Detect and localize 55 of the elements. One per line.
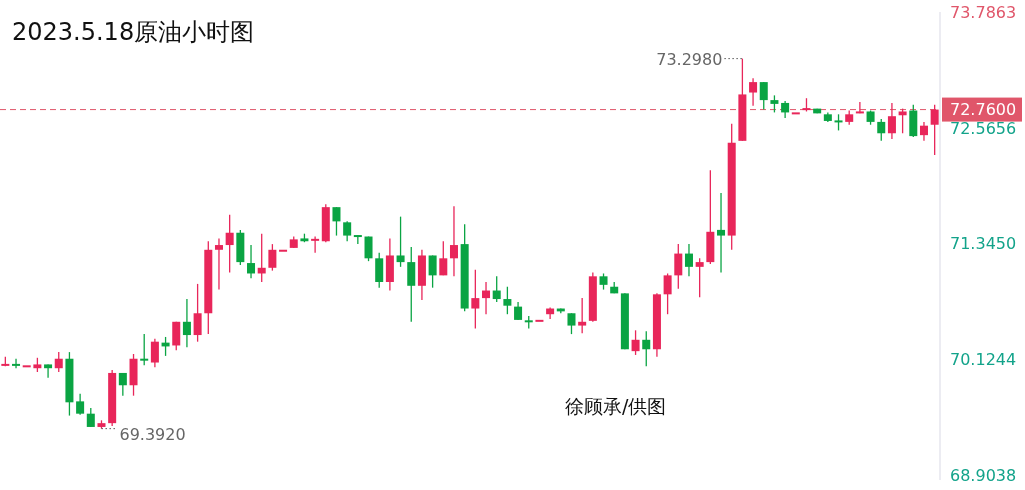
candlestick [396, 215, 405, 268]
y-tick-label: 73.7863 [950, 2, 1017, 22]
candlestick [225, 214, 234, 274]
candlestick [44, 363, 53, 379]
candlestick [492, 275, 501, 303]
candlestick [642, 330, 651, 367]
candlestick [12, 358, 21, 369]
candlestick [930, 104, 939, 156]
candlestick [311, 235, 320, 254]
candlestick [674, 243, 683, 290]
annotation: 73.2980 [656, 49, 723, 69]
candlestick [150, 338, 159, 368]
y-tick-label: 70.1244 [950, 349, 1017, 369]
annotation: 69.3920 [119, 424, 186, 444]
candlestick [759, 81, 768, 111]
ref-line-label: 72.7600 [950, 100, 1017, 120]
candlestick [247, 244, 256, 279]
candlestick [364, 235, 373, 262]
candlestick [877, 118, 886, 142]
candlestick [54, 351, 63, 373]
candlestick [717, 192, 726, 274]
candlestick [214, 237, 223, 291]
candlestick [567, 312, 576, 335]
candlestick [332, 206, 341, 237]
candlestick [887, 102, 896, 140]
candlestick [375, 251, 384, 289]
candlestick [343, 220, 352, 242]
candlestick [172, 321, 181, 351]
candlestick [449, 205, 458, 277]
candlestick [898, 107, 907, 134]
chart-title: 2023.5.18原油小时图 [12, 18, 255, 46]
candlestick [439, 240, 448, 277]
y-tick-label: 68.9038 [950, 465, 1017, 485]
candlestick [631, 329, 640, 356]
annotation: 徐顾承/供图 [565, 395, 667, 417]
candlestick [695, 257, 704, 298]
candlestick [428, 254, 437, 289]
candlestick [471, 269, 480, 330]
candlestick [86, 407, 95, 428]
candlestick [684, 243, 693, 277]
candlestick [578, 297, 587, 334]
candlestick [268, 243, 277, 272]
candlestick [193, 283, 202, 343]
candlestick [76, 393, 85, 416]
candlestick [663, 272, 672, 315]
candlestick [182, 298, 191, 349]
candlestick [855, 101, 864, 115]
candlestick [919, 121, 928, 142]
candlestick [482, 281, 491, 315]
y-tick-label: 71.3450 [950, 234, 1017, 254]
candlestick [407, 246, 416, 323]
candlestick [749, 77, 758, 107]
y-tick-label: 72.5656 [950, 118, 1017, 138]
candlestick [503, 286, 512, 315]
candlestick [140, 333, 149, 367]
